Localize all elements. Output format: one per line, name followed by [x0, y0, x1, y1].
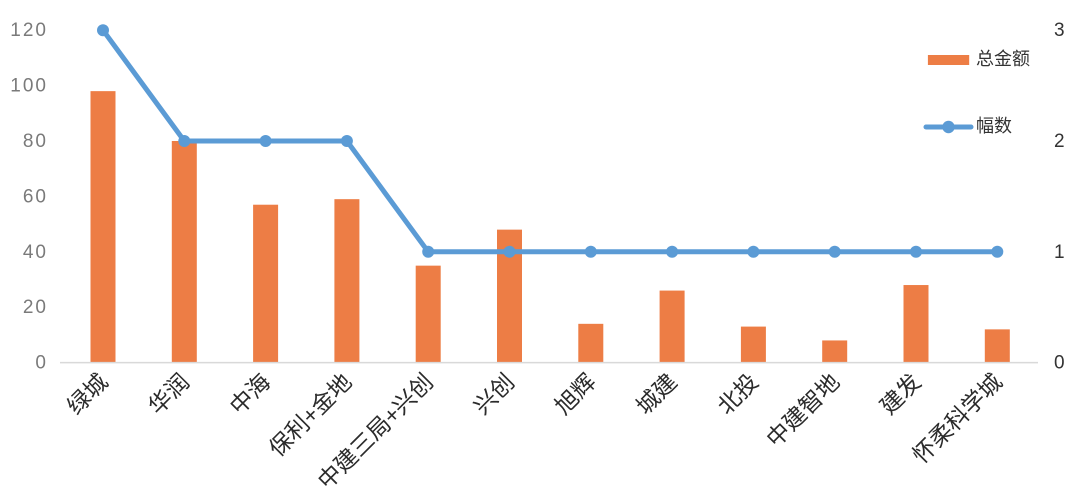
svg-text:城建: 城建: [631, 369, 682, 420]
svg-text:2: 2: [1054, 131, 1067, 152]
svg-text:100: 100: [10, 76, 48, 97]
svg-text:中海: 中海: [225, 369, 276, 420]
svg-text:幅数: 幅数: [976, 116, 1012, 136]
svg-text:0: 0: [35, 353, 48, 374]
svg-text:华润: 华润: [143, 369, 194, 420]
svg-text:总金额: 总金额: [976, 49, 1030, 69]
svg-text:兴创: 兴创: [468, 369, 519, 420]
svg-text:旭辉: 旭辉: [550, 369, 601, 420]
svg-text:建发: 建发: [875, 369, 926, 420]
svg-text:120: 120: [10, 20, 48, 41]
svg-text:80: 80: [23, 131, 48, 152]
svg-text:北投: 北投: [712, 369, 763, 420]
svg-text:3: 3: [1054, 20, 1067, 41]
svg-text:1: 1: [1054, 242, 1067, 263]
svg-text:中建智地: 中建智地: [761, 369, 844, 452]
svg-text:60: 60: [23, 186, 48, 207]
svg-text:20: 20: [23, 297, 48, 318]
svg-text:0: 0: [1054, 353, 1067, 374]
svg-text:绿城: 绿城: [62, 369, 113, 420]
svg-text:40: 40: [23, 242, 48, 263]
